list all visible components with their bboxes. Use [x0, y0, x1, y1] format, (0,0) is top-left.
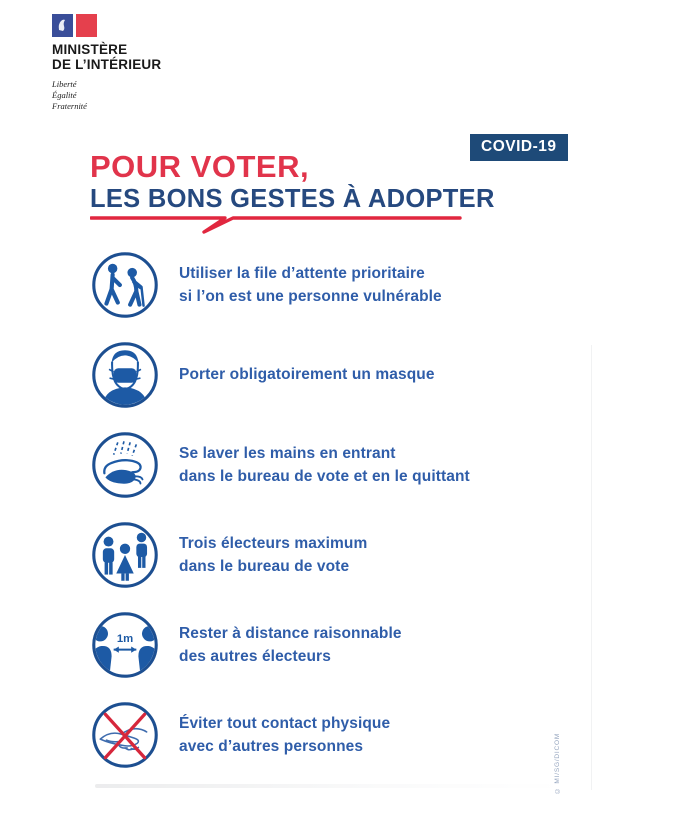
item-text: Éviter tout contact physique avec d’autr…	[179, 712, 390, 759]
item-text-line: Se laver les mains en entrant	[179, 444, 396, 462]
list-item-hand-washing: Se laver les mains en entrant dans le bu…	[91, 420, 561, 510]
three-people-icon	[92, 522, 158, 588]
title-line-red: POUR VOTER,	[90, 149, 310, 184]
title-underline-speech-tail	[90, 216, 462, 234]
item-text-line: Trois électeurs maximum	[179, 534, 368, 552]
flag-red-block	[76, 14, 97, 37]
item-text: Utiliser la file d’attente prioritaire s…	[179, 262, 442, 309]
item-text-line: si l’on est une personne vulnérable	[179, 288, 442, 305]
scan-shadow	[95, 784, 565, 788]
item-text-line: dans le bureau de vote	[179, 558, 350, 575]
item-text: Rester à distance raisonnable des autres…	[179, 622, 402, 669]
face-mask-icon	[92, 342, 158, 408]
french-flag-icon	[52, 14, 161, 37]
item-text-line: avec d’autres personnes	[179, 738, 364, 755]
item-text-line: des autres électeurs	[179, 648, 331, 665]
motto-liberte: Liberté	[52, 79, 77, 90]
list-item-mask: Porter obligatoirement un masque	[91, 330, 561, 420]
ministry-name-line1: MINISTÈRE	[52, 42, 128, 57]
covid-19-badge: COVID-19	[470, 134, 568, 161]
poster-title: POUR VOTER, LES BONS GESTES À ADOPTER	[90, 149, 495, 235]
guidelines-list: Utiliser la file d’attente prioritaire s…	[91, 240, 561, 780]
ministry-name-line2: DE L’INTÉRIEUR	[52, 57, 162, 73]
item-text-line: Utiliser la file d’attente prioritaire	[179, 264, 425, 282]
credit-line: © MI/SG/DICOM	[554, 732, 561, 794]
item-text-line: Éviter tout contact physique	[179, 714, 391, 732]
ministry-name: MINISTÈRE DE L’INTÉRIEUR	[52, 42, 161, 72]
distance-label: 1m	[117, 633, 133, 645]
item-text-line: dans le bureau de vote et en le quittant	[179, 468, 470, 485]
item-text: Se laver les mains en entrant dans le bu…	[179, 442, 470, 489]
no-handshake-icon	[92, 702, 158, 768]
item-text-line: Rester à distance raisonnable	[179, 624, 402, 642]
list-item-distance: 1m Rester à distance raisonnable des aut…	[91, 600, 561, 690]
item-text: Trois électeurs maximum dans le bureau d…	[179, 532, 367, 579]
flag-blue-block	[52, 14, 73, 37]
motto-fraternite: Fraternité	[52, 101, 87, 112]
item-text: Porter obligatoirement un masque	[179, 363, 435, 386]
republic-motto: Liberté Égalité Fraternité	[52, 79, 161, 112]
hand-washing-icon	[92, 432, 158, 498]
list-item-priority-queue: Utiliser la file d’attente prioritaire s…	[91, 240, 561, 330]
list-item-no-contact: Éviter tout contact physique avec d’autr…	[91, 690, 561, 780]
one-meter-distance-icon: 1m	[92, 612, 158, 678]
marianne-icon	[58, 19, 65, 31]
ministry-logo: MINISTÈRE DE L’INTÉRIEUR Liberté Égalité…	[52, 14, 161, 112]
priority-queue-elderly-icon	[92, 252, 158, 318]
title-line-navy: LES BONS GESTES À ADOPTER	[90, 184, 495, 213]
scan-edge	[591, 345, 592, 790]
motto-egalite: Égalité	[52, 90, 77, 101]
list-item-three-people: Trois électeurs maximum dans le bureau d…	[91, 510, 561, 600]
item-text-line: Porter obligatoirement un masque	[179, 366, 435, 384]
